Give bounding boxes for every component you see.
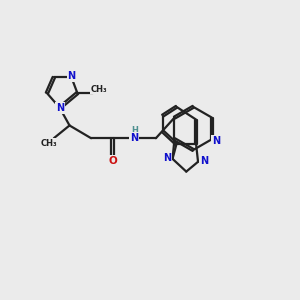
Text: CH₃: CH₃ [40, 139, 57, 148]
Text: N: N [56, 103, 64, 113]
Text: N: N [164, 153, 172, 163]
Text: N: N [212, 136, 220, 146]
Text: O: O [108, 156, 117, 166]
Text: CH₃: CH₃ [91, 85, 107, 94]
Text: N: N [130, 133, 138, 143]
Text: N: N [200, 156, 208, 166]
Text: N: N [68, 71, 76, 81]
Text: H: H [131, 126, 138, 135]
